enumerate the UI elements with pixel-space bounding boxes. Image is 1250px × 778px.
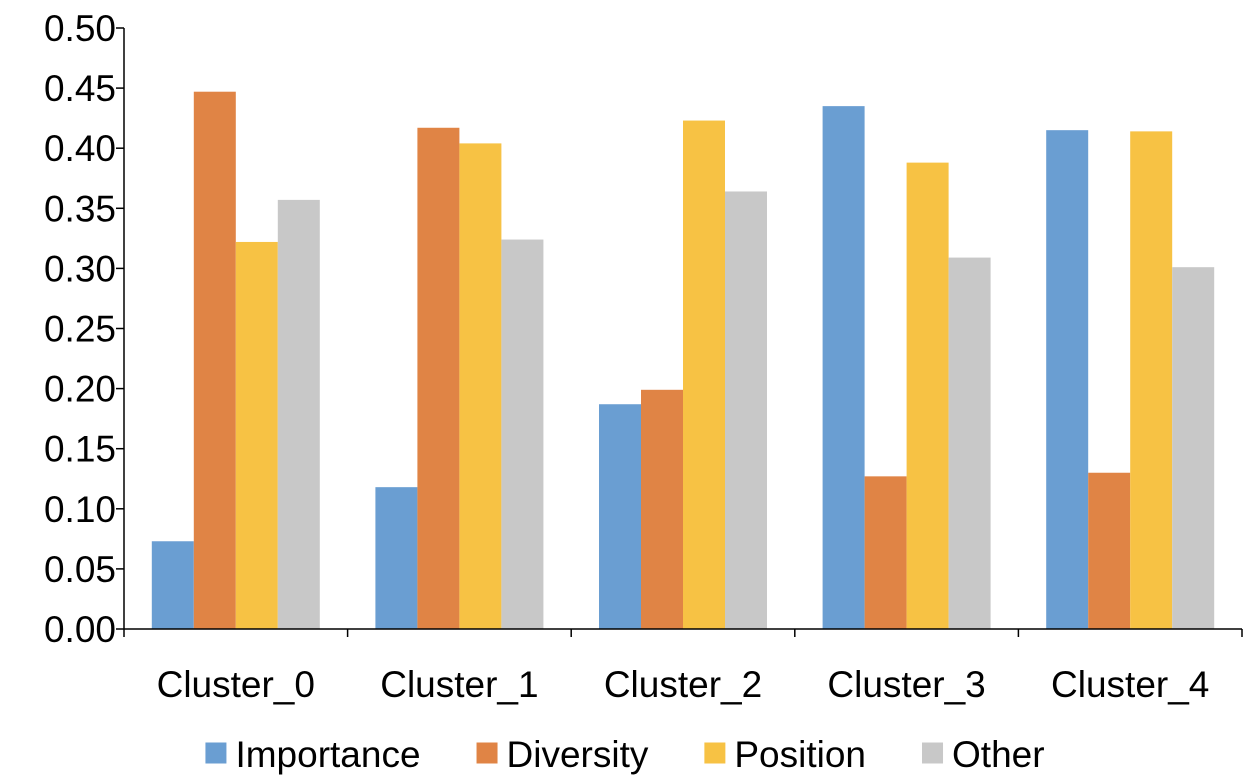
x-category-label: Cluster_0 (157, 664, 315, 705)
legend-label-other: Other (952, 734, 1045, 775)
bars (151, 91, 1215, 630)
legend-swatch-position (704, 742, 726, 764)
y-tick-label: 0.10 (44, 489, 116, 530)
x-category-label: Cluster_1 (380, 664, 538, 705)
bar-position-cluster-0 (235, 241, 278, 629)
legend-label-importance: Importance (235, 734, 420, 775)
y-tick-label: 0.30 (44, 248, 116, 289)
legend-swatch-importance (205, 742, 227, 764)
axes (116, 27, 1243, 637)
bar-importance-cluster-0 (151, 541, 194, 629)
legend-label-position: Position (734, 734, 866, 775)
bar-position-cluster-4 (1130, 131, 1173, 629)
bar-diversity-cluster-0 (193, 91, 236, 630)
y-tick-label: 0.25 (44, 309, 116, 350)
bar-diversity-cluster-3 (864, 476, 907, 629)
legend: Importance Diversity Position Other (205, 734, 1045, 775)
bar-other-cluster-2 (725, 191, 767, 630)
y-tick-label: 0.40 (44, 128, 116, 169)
bar-other-cluster-3 (948, 257, 991, 629)
x-category-label: Cluster_3 (827, 664, 985, 705)
bar-position-cluster-1 (459, 143, 502, 629)
y-tick-label: 0.00 (44, 609, 116, 650)
y-axis-ticks: 0.00 0.05 0.10 0.15 0.20 0.25 0.30 0.35 0.40 0.45… (44, 8, 116, 650)
y-tick-label: 0.35 (44, 188, 116, 229)
y-tick-label: 0.50 (44, 8, 116, 49)
legend-swatch-diversity (476, 742, 498, 764)
y-tick-label: 0.15 (44, 429, 116, 470)
y-tick-label: 0.20 (44, 369, 116, 410)
y-tick-label: 0.05 (44, 549, 116, 590)
bar-diversity-cluster-2 (641, 389, 683, 629)
bar-diversity-cluster-4 (1088, 472, 1131, 629)
x-category-label: Cluster_2 (604, 664, 762, 705)
x-category-label: Cluster_4 (1051, 664, 1209, 705)
bar-position-cluster-3 (906, 162, 949, 629)
bar-importance-cluster-3 (822, 106, 865, 629)
legend-label-diversity: Diversity (507, 734, 649, 775)
bar-other-cluster-0 (277, 199, 320, 630)
bar-importance-cluster-1 (375, 487, 418, 629)
bar-other-cluster-4 (1172, 267, 1215, 629)
bar-other-cluster-1 (501, 239, 544, 629)
bar-importance-cluster-2 (599, 404, 641, 629)
x-axis-labels: Cluster_0 Cluster_1 Cluster_2 Cluster_3 Clus… (157, 664, 1210, 705)
bar-position-cluster-2 (683, 120, 725, 629)
y-tick-label: 0.45 (44, 68, 116, 109)
bar-importance-cluster-4 (1046, 130, 1089, 630)
bar-diversity-cluster-1 (417, 127, 460, 630)
legend-swatch-other (922, 742, 944, 764)
